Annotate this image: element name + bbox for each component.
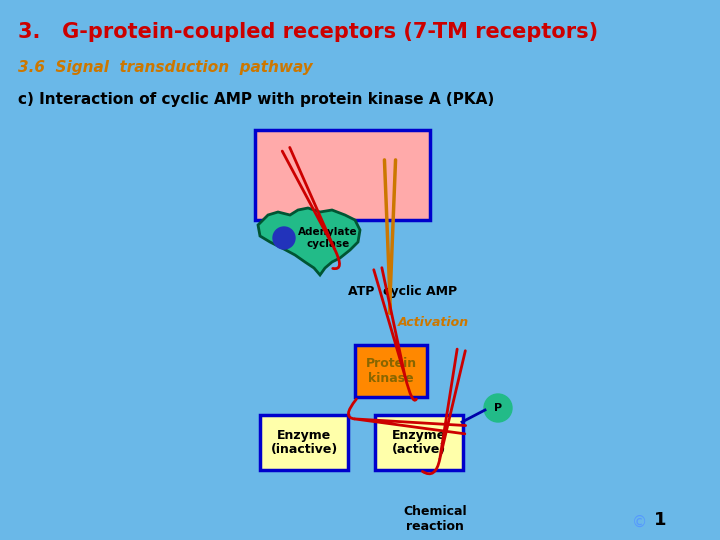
Text: Protein
kinase: Protein kinase <box>366 357 417 385</box>
Circle shape <box>484 394 512 422</box>
FancyBboxPatch shape <box>375 415 463 470</box>
Text: P: P <box>494 403 502 413</box>
Text: Activation: Activation <box>398 315 469 328</box>
Text: Chemical
reaction: Chemical reaction <box>403 505 467 533</box>
Text: ©: © <box>632 515 647 530</box>
Text: c) Interaction of cyclic AMP with protein kinase A (PKA): c) Interaction of cyclic AMP with protei… <box>18 92 494 107</box>
Circle shape <box>273 227 295 249</box>
Text: Enzyme
(inactive): Enzyme (inactive) <box>271 429 338 456</box>
FancyBboxPatch shape <box>355 345 427 397</box>
Text: ATP  cyclic AMP: ATP cyclic AMP <box>348 286 457 299</box>
Text: 1: 1 <box>654 511 666 529</box>
Text: Adenylate
cyclase: Adenylate cyclase <box>298 227 358 249</box>
FancyBboxPatch shape <box>255 130 430 220</box>
Text: 3.   G-protein-coupled receptors (7-TM receptors): 3. G-protein-coupled receptors (7-TM rec… <box>18 22 598 42</box>
Text: Enzyme
(active): Enzyme (active) <box>392 429 446 456</box>
Text: 3.6  Signal  transduction  pathway: 3.6 Signal transduction pathway <box>18 60 312 75</box>
FancyBboxPatch shape <box>260 415 348 470</box>
Polygon shape <box>258 208 360 275</box>
